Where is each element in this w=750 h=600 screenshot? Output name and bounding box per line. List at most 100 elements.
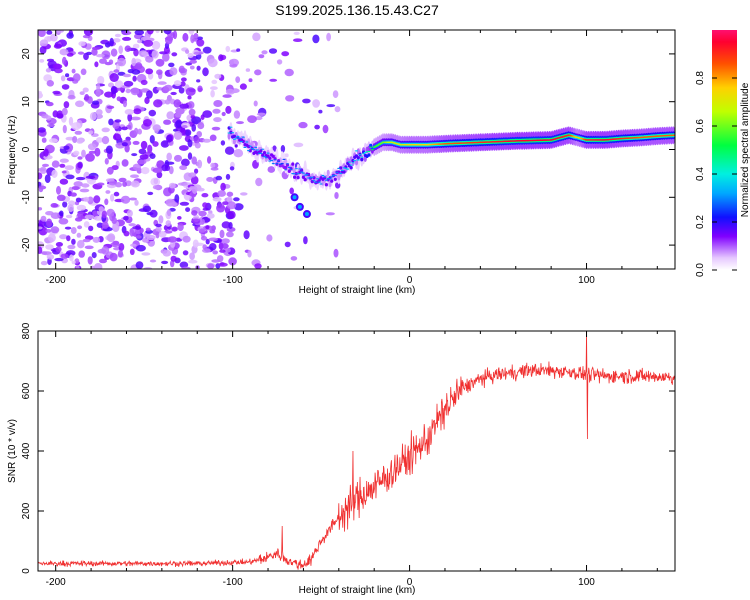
- ridge-cell: [312, 180, 316, 182]
- noise-blob: [83, 30, 94, 36]
- noise-blob: [318, 109, 323, 114]
- noise-blob: [42, 251, 52, 256]
- spectrogram-xlabel: Height of straight line (km): [299, 285, 416, 296]
- noise-blob: [199, 228, 205, 234]
- noise-blob: [159, 51, 168, 55]
- ridge-cell: [227, 133, 231, 140]
- noise-blob: [194, 168, 199, 174]
- spectrogram-ytick-label: -20: [21, 237, 32, 252]
- noise-blob: [113, 69, 120, 73]
- noise-blob: [45, 244, 54, 250]
- noise-blob: [71, 238, 76, 245]
- noise-blob: [202, 46, 212, 54]
- noise-blob: [85, 175, 96, 179]
- noise-blob: [189, 252, 196, 260]
- ridge-cell: [266, 152, 270, 154]
- noise-blob: [60, 253, 69, 259]
- noise-blob: [107, 233, 116, 243]
- noise-blob: [280, 145, 286, 153]
- noise-blob: [122, 181, 127, 187]
- noise-blob: [167, 236, 178, 243]
- noise-blob: [130, 87, 140, 96]
- noise-blob: [229, 166, 235, 171]
- ridge-cell: [303, 178, 307, 182]
- noise-blob: [182, 250, 189, 256]
- noise-blob: [109, 37, 114, 47]
- snr-xtick-label: 100: [578, 577, 595, 588]
- noise-blob: [39, 59, 45, 63]
- noise-blob: [85, 153, 95, 162]
- noise-blob: [191, 218, 201, 224]
- noise-blob: [79, 188, 90, 193]
- noise-blob: [210, 86, 218, 90]
- ridge-cell: [323, 176, 327, 178]
- noise-blob: [188, 30, 195, 35]
- noise-blob: [104, 91, 114, 98]
- noise-blob: [211, 126, 221, 131]
- noise-blob: [225, 173, 231, 180]
- noise-blob: [212, 108, 221, 114]
- noise-blob: [104, 158, 109, 165]
- noise-blob: [221, 111, 226, 117]
- noise-blob: [113, 191, 120, 197]
- noise-blob: [152, 185, 159, 190]
- noise-blob: [122, 73, 132, 78]
- noise-blob: [196, 187, 205, 192]
- noise-blob: [229, 59, 234, 66]
- noise-blob: [59, 234, 68, 240]
- colorbar-label: Normalized spectral amplitude: [740, 82, 750, 217]
- noise-blob: [147, 144, 153, 154]
- noise-blob: [105, 145, 113, 154]
- noise-blob: [96, 54, 105, 58]
- noise-blob: [66, 77, 75, 82]
- noise-blob: [46, 123, 56, 127]
- ridge-cell: [241, 139, 245, 144]
- noise-blob: [226, 191, 234, 197]
- noise-blob: [219, 249, 226, 253]
- noise-blob: [38, 219, 46, 229]
- noise-blob: [334, 192, 339, 199]
- noise-blob: [226, 201, 237, 210]
- noise-blob: [136, 159, 147, 165]
- noise-blob: [162, 52, 170, 62]
- noise-blob: [74, 217, 83, 222]
- noise-blob: [221, 238, 230, 244]
- ridge-cell: [310, 176, 314, 178]
- noise-blob: [155, 223, 162, 228]
- noise-blob: [225, 105, 232, 114]
- noise-blob: [46, 80, 54, 87]
- noise-blob: [87, 256, 93, 265]
- noise-blob: [206, 213, 215, 219]
- ridge-cell: [360, 157, 364, 162]
- noise-blob: [135, 244, 146, 252]
- ridge-cell: [362, 153, 366, 155]
- noise-blob: [73, 181, 83, 187]
- noise-blob: [123, 80, 134, 87]
- noise-blob: [135, 261, 144, 269]
- ridge-cell: [271, 163, 275, 165]
- ridge-cell: [335, 171, 339, 173]
- noise-blob: [117, 57, 127, 67]
- ridge-cell: [340, 169, 344, 171]
- noise-blob: [161, 164, 168, 172]
- noise-blob: [93, 215, 104, 221]
- noise-blob: [187, 95, 192, 100]
- noise-blob: [140, 140, 148, 150]
- noise-blob: [58, 218, 69, 225]
- noise-blob: [79, 91, 85, 95]
- noise-blob: [131, 153, 138, 157]
- noise-blob: [132, 226, 142, 230]
- colorbar-ticks: 0.0 0.2 0.4 0.6 0.8: [695, 71, 737, 277]
- noise-blob: [125, 88, 131, 94]
- noise-blob: [141, 252, 151, 256]
- noise-blob: [149, 153, 156, 160]
- noise-blob: [175, 112, 182, 118]
- noise-blob: [117, 249, 124, 258]
- noise-blob: [170, 260, 175, 268]
- noise-blob: [84, 245, 94, 250]
- noise-blob: [154, 127, 159, 134]
- snr-panel: -200 -100 0 100 0 200 400 600 800 Height of stra…: [7, 322, 676, 596]
- noise-blob: [142, 237, 147, 243]
- noise-blob: [281, 51, 290, 57]
- noise-blob: [115, 182, 122, 188]
